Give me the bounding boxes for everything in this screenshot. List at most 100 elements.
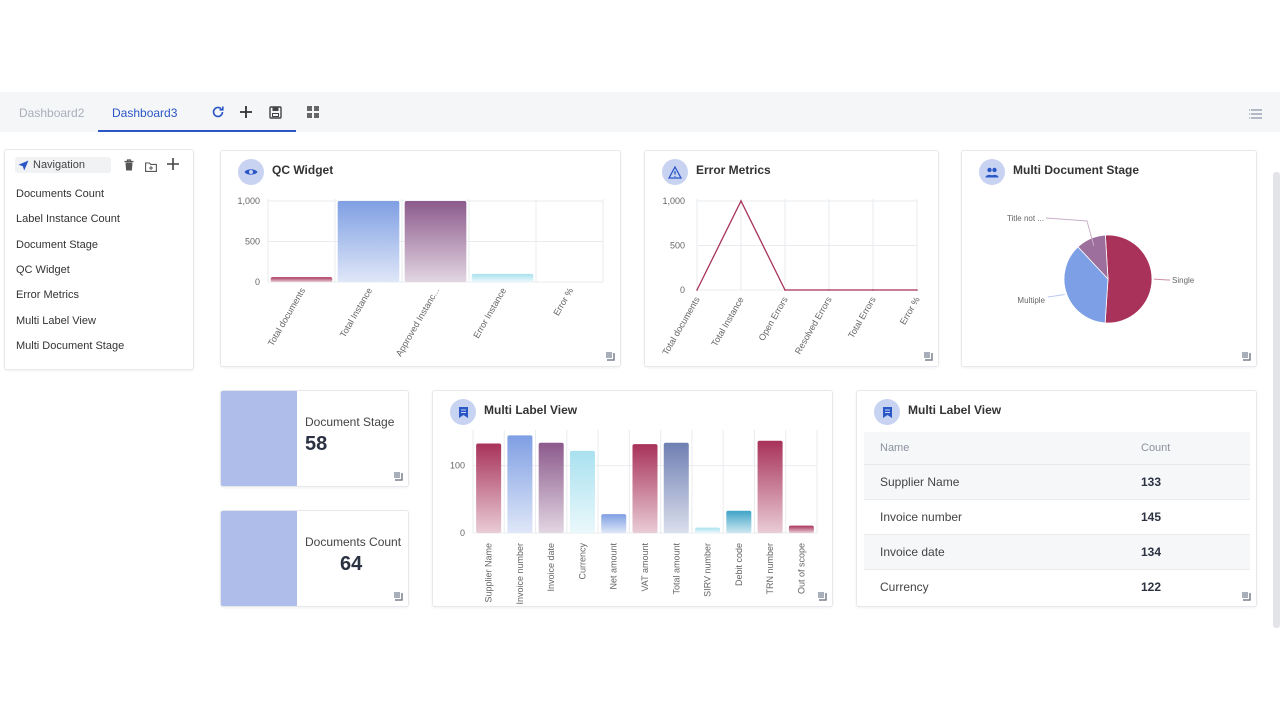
x-tick-label: Total documents	[660, 295, 702, 357]
expand-corner-icon[interactable]	[393, 471, 404, 482]
tab-dashboard2[interactable]: Dashboard2	[19, 106, 85, 120]
table-row: Invoice date 134	[864, 533, 1250, 569]
eye-icon	[238, 159, 264, 185]
multi-document-stage-pie: Single Multiple Title not ...	[1007, 214, 1195, 324]
multi-document-stage-title: Multi Document Stage	[1013, 163, 1140, 177]
error-metrics-title: Error Metrics	[696, 163, 771, 177]
save-icon[interactable]	[267, 104, 283, 120]
row-count: 133	[1141, 463, 1250, 499]
nav-item-multi-document-stage[interactable]: Multi Document Stage	[16, 340, 125, 352]
expand-corner-icon[interactable]	[817, 591, 828, 602]
stat-color-block	[221, 391, 297, 486]
error-metrics-card: Error Metrics 0 500 1,000 Total documents To…	[644, 150, 939, 367]
x-tick-label: Net amount	[609, 543, 619, 590]
pie-slice-label: Title not ...	[1007, 214, 1044, 223]
bar	[601, 514, 627, 533]
document-stage-label: Document Stage	[305, 415, 395, 429]
expand-corner-icon[interactable]	[923, 351, 934, 362]
multi-label-table-card: Multi Label View Name Count Supplier Nam…	[856, 390, 1257, 607]
column-header-name[interactable]: Name	[864, 432, 1141, 464]
tab-bar: Dashboard2 Dashboard3	[0, 92, 1280, 132]
plus-icon[interactable]	[238, 104, 254, 120]
navigation-header[interactable]: Navigation	[15, 157, 111, 173]
multi-label-chart-card: Multi Label View 0 100 Supplier Name Invoic…	[432, 390, 833, 607]
vertical-scrollbar[interactable]	[1273, 172, 1280, 628]
y-tick-label: 100	[450, 461, 465, 471]
dashboard-canvas: Navigation Documents Count Label Instanc…	[0, 132, 1280, 628]
x-tick-label: Out of scope	[796, 543, 806, 594]
folder-add-icon[interactable]	[145, 159, 157, 177]
document-stage-value: 58	[305, 433, 328, 455]
x-tick-label: VAT amount	[640, 543, 650, 592]
x-tick-label: Total amount	[671, 543, 681, 595]
x-tick-label: Total documents	[266, 286, 308, 348]
bookmark-icon	[874, 399, 900, 425]
pie-leader-line	[1045, 217, 1095, 247]
bar	[788, 525, 814, 533]
row-count: 122	[1141, 568, 1250, 604]
active-tab-indicator	[98, 130, 296, 132]
y-tick-label: 0	[680, 285, 685, 295]
line-point	[784, 289, 786, 291]
refresh-icon[interactable]	[210, 104, 226, 120]
y-tick-label: 0	[255, 277, 260, 287]
nav-item-qc-widget[interactable]: QC Widget	[16, 264, 70, 276]
bar	[476, 443, 502, 533]
multi-document-stage-card: Multi Document Stage Single Multiple Title…	[961, 150, 1257, 367]
pie-slice	[1063, 246, 1109, 324]
row-name: Invoice number	[864, 498, 1141, 534]
nav-item-document-stage[interactable]: Document Stage	[16, 239, 98, 251]
expand-corner-icon[interactable]	[605, 351, 616, 362]
trash-icon[interactable]	[124, 158, 134, 176]
bar	[569, 450, 595, 533]
line-point	[828, 289, 830, 291]
line-point	[916, 289, 918, 291]
tab-dashboard3[interactable]: Dashboard3	[112, 106, 178, 120]
expand-corner-icon[interactable]	[393, 591, 404, 602]
x-tick-label: Resolved Errors	[793, 295, 834, 356]
y-tick-label: 500	[670, 241, 685, 251]
documents-count-label: Documents Count	[305, 535, 402, 549]
nav-item-multi-label-view[interactable]: Multi Label View	[16, 315, 96, 327]
expand-corner-icon[interactable]	[1241, 351, 1252, 362]
bar	[538, 442, 564, 533]
bar	[337, 201, 400, 282]
y-tick-label: 500	[245, 237, 260, 247]
multi-label-bar-chart: 0 100 Supplier Name Invoice number Invoice d…	[450, 430, 818, 605]
bar	[507, 435, 533, 533]
documents-count-card: Documents Count 64	[220, 510, 409, 607]
column-header-count[interactable]: Count	[1141, 432, 1250, 464]
nav-item-label-instance-count[interactable]: Label Instance Count	[16, 213, 120, 225]
bar	[726, 510, 752, 533]
bar	[471, 273, 534, 282]
pie-leader-line	[1153, 278, 1171, 281]
document-stage-card: Document Stage 58	[220, 390, 409, 487]
qc-widget-title: QC Widget	[272, 163, 334, 177]
line-point	[740, 200, 742, 202]
add-icon[interactable]	[167, 157, 179, 175]
x-tick-label: Debit code	[734, 543, 744, 586]
menu-icon[interactable]	[1249, 107, 1263, 119]
grid-icon[interactable]	[305, 104, 321, 120]
multi-label-table: Name Count Supplier Name 133 Invoice num…	[864, 432, 1250, 604]
bar	[404, 201, 467, 282]
navigation-panel: Navigation Documents Count Label Instanc…	[4, 149, 194, 370]
x-tick-label: Error %	[898, 295, 922, 326]
warning-icon	[662, 159, 688, 185]
y-tick-label: 0	[460, 528, 465, 538]
row-count: 145	[1141, 498, 1250, 534]
x-tick-label: Total Instance	[709, 295, 745, 348]
nav-item-error-metrics[interactable]: Error Metrics	[16, 289, 79, 301]
nav-item-documents-count[interactable]: Documents Count	[16, 188, 105, 200]
x-tick-label: Invoice date	[546, 543, 556, 592]
row-count: 134	[1141, 533, 1250, 569]
table-row: Supplier Name 133	[864, 463, 1250, 499]
bar	[695, 527, 721, 533]
navigation-title: Navigation	[33, 159, 85, 171]
x-tick-label: Error %	[551, 286, 575, 317]
bookmark-icon	[450, 399, 476, 425]
expand-corner-icon[interactable]	[1241, 591, 1252, 602]
x-tick-label: Invoice number	[515, 543, 525, 605]
line-series	[696, 199, 917, 291]
row-name: Supplier Name	[864, 463, 1141, 499]
